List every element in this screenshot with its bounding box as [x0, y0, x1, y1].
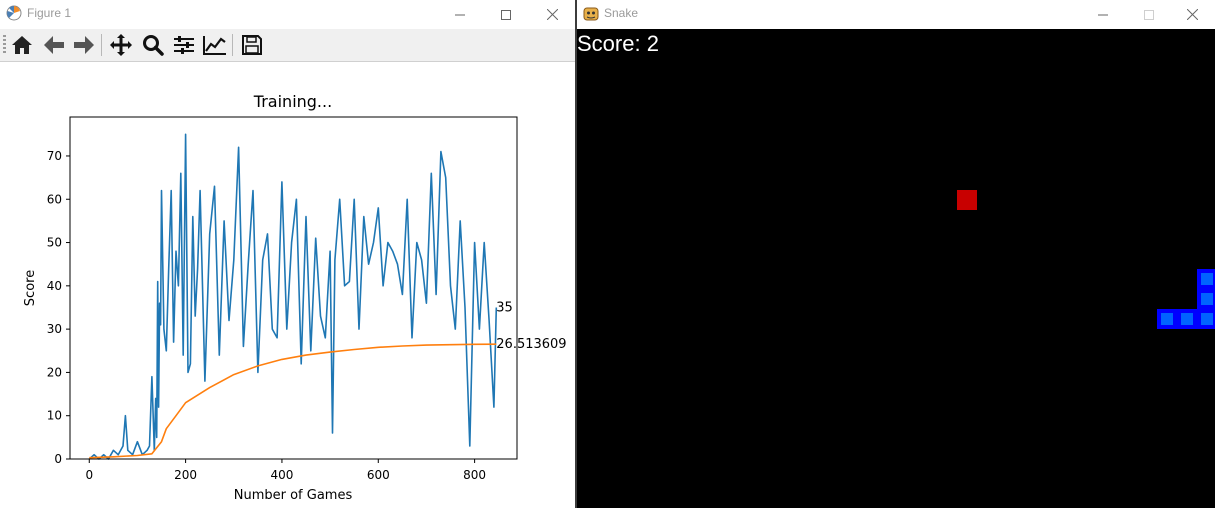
- forward-button[interactable]: [72, 33, 96, 57]
- window-divider: [575, 0, 577, 508]
- forward-arrow-icon: [74, 36, 94, 54]
- navigation-toolbar: [0, 29, 575, 62]
- axes-frame: [69, 116, 518, 460]
- snake-segment: [1197, 309, 1215, 329]
- maximize-icon: [1144, 9, 1154, 20]
- minimize-icon: [1098, 14, 1108, 15]
- toolbar-grip[interactable]: [3, 35, 6, 55]
- chart-title: Training...: [253, 92, 332, 111]
- minimize-icon: [455, 14, 465, 15]
- snake-window: Snake Score: 2: [577, 0, 1215, 508]
- minimize-button[interactable]: [1080, 0, 1126, 29]
- plot-canvas[interactable]: Training... 0 200 400 600 800 0 10 20 30 40 50 60 70…: [0, 62, 575, 508]
- figure-titlebar[interactable]: Figure 1: [0, 0, 575, 29]
- y-axis-label: Score: [23, 270, 38, 306]
- snake-segment-inner: [1161, 313, 1173, 325]
- x-tick-label: 0: [85, 468, 93, 482]
- series-line-0: [88, 133, 498, 460]
- home-button[interactable]: [10, 33, 34, 57]
- score-text: Score: 2: [577, 31, 659, 56]
- figure-window: Figure 1: [0, 0, 575, 508]
- save-button[interactable]: [240, 33, 264, 57]
- annotation-label: 26.513609: [496, 337, 566, 352]
- x-tick-label: 400: [270, 468, 293, 482]
- x-tick-label: 600: [367, 468, 390, 482]
- configure-subplots-button[interactable]: [172, 33, 196, 57]
- ticks-layer: 0 200 400 600 800 0 10 20 30 40 50 60 70: [47, 149, 486, 482]
- toolbar-separator: [101, 34, 102, 56]
- y-tick-label: 40: [47, 279, 62, 293]
- y-tick-label: 50: [47, 236, 62, 250]
- back-button[interactable]: [42, 33, 66, 57]
- snake-segment-inner: [1201, 313, 1213, 325]
- food-block: [957, 190, 977, 210]
- snake-segment: [1197, 289, 1215, 309]
- series-layer: [88, 133, 498, 460]
- maximize-button: [1126, 0, 1172, 29]
- configure-subplots-icon: [174, 36, 194, 54]
- pan-icon: [110, 34, 132, 56]
- x-axis-label: Number of Games: [234, 488, 353, 503]
- x-tick-label: 800: [463, 468, 486, 482]
- y-tick-label: 0: [54, 452, 62, 466]
- snake-segment-inner: [1181, 313, 1193, 325]
- zoom-button[interactable]: [141, 33, 165, 57]
- annotations-layer: 35 26.513609: [496, 300, 566, 352]
- snake-segment-inner: [1201, 293, 1213, 305]
- pygame-snake-icon: [583, 7, 599, 21]
- series-line-1: [89, 343, 497, 459]
- y-tick-label: 70: [47, 149, 62, 163]
- snake-segment: [1197, 269, 1215, 289]
- close-icon: [1186, 9, 1198, 20]
- maximize-button[interactable]: [483, 0, 529, 29]
- toolbar-separator: [232, 34, 233, 56]
- home-icon: [12, 36, 32, 54]
- annotation-label: 35: [496, 300, 513, 315]
- y-tick-label: 60: [47, 192, 62, 206]
- back-arrow-icon: [44, 36, 64, 54]
- snake-segment: [1157, 309, 1177, 329]
- snake-titlebar[interactable]: Snake: [577, 0, 1215, 29]
- snake-segment-inner: [1201, 273, 1213, 285]
- y-tick-label: 10: [47, 409, 62, 423]
- snake-window-title: Snake: [604, 6, 639, 20]
- edit-axis-button[interactable]: [203, 33, 227, 57]
- minimize-button[interactable]: [437, 0, 483, 29]
- maximize-icon: [501, 9, 511, 20]
- figure-window-title: Figure 1: [27, 6, 72, 20]
- pan-button[interactable]: [109, 33, 133, 57]
- snake-segment: [1177, 309, 1197, 329]
- close-button[interactable]: [529, 0, 575, 29]
- x-tick-label: 200: [174, 468, 197, 482]
- zoom-icon: [143, 35, 164, 56]
- y-tick-label: 20: [47, 365, 62, 379]
- y-tick-label: 30: [47, 322, 62, 336]
- edit-axis-icon: [203, 36, 226, 55]
- close-icon: [546, 9, 558, 20]
- game-area[interactable]: [577, 29, 1215, 508]
- matplotlib-logo-icon: [6, 5, 22, 21]
- save-icon: [242, 35, 262, 55]
- close-button[interactable]: [1169, 0, 1215, 29]
